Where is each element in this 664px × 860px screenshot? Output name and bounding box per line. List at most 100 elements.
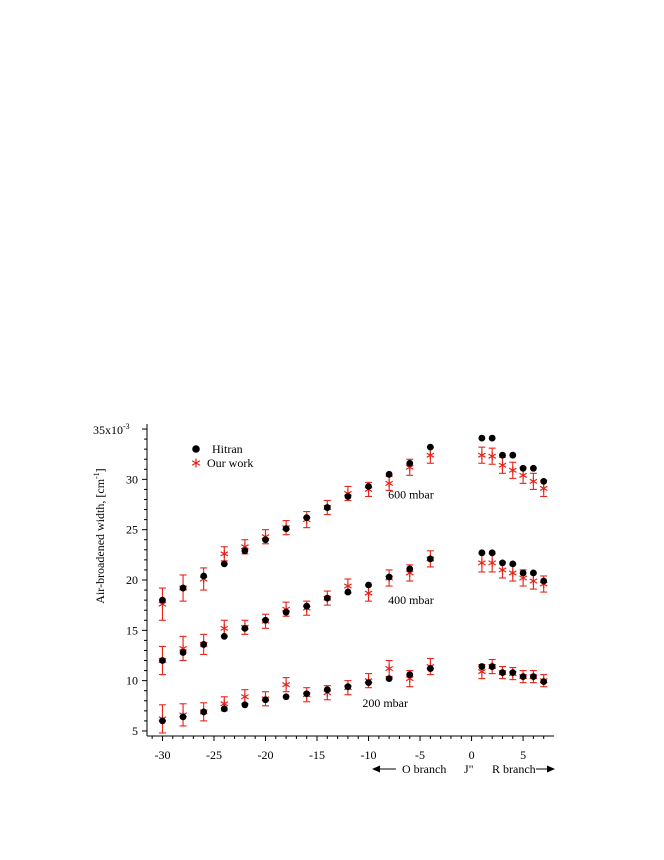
- hitran-point: [519, 464, 527, 472]
- hitran-point: [344, 683, 352, 691]
- hitran-point: [529, 464, 537, 472]
- x-tick-label: -15: [309, 748, 325, 762]
- hitran-point: [262, 536, 269, 544]
- o-branch-arrowhead: [372, 765, 380, 773]
- hitran-point: [159, 717, 166, 725]
- our-work-point: [477, 558, 486, 568]
- y-tick-label: 10: [126, 674, 138, 688]
- hitran-point: [241, 547, 249, 555]
- legend-our-work-marker: [191, 458, 201, 468]
- y-axis-label: Air-broadened width, [cm-1]: [92, 468, 107, 603]
- our-work-point: [529, 477, 538, 486]
- y-tick-label: 30: [126, 472, 138, 486]
- r-branch-label: R branch: [492, 762, 536, 776]
- hitran-point: [282, 693, 290, 701]
- x-tick-label: -10: [361, 748, 377, 762]
- hitran-point: [241, 701, 249, 709]
- hitran-point: [365, 483, 372, 490]
- our-work-point: [488, 452, 497, 461]
- branch-labels: O branch J" R branch: [372, 762, 555, 776]
- hitran-point: [365, 581, 372, 589]
- hitran-point: [303, 514, 311, 521]
- hitran-point: [499, 669, 506, 676]
- y-tick-label: 15: [126, 623, 138, 637]
- hitran-point: [323, 504, 331, 511]
- hitran-point: [488, 549, 496, 557]
- hitran-point: [241, 624, 249, 632]
- hitran-point: [406, 459, 414, 467]
- our-work-point: [529, 576, 538, 586]
- hitran-point: [303, 602, 311, 610]
- our-work-point: [385, 479, 394, 488]
- legend-our-work-star: [191, 458, 201, 468]
- hitran-point: [478, 549, 486, 557]
- our-work-point: [282, 680, 291, 689]
- hitran-point: [426, 665, 434, 672]
- hitran-point: [323, 686, 331, 694]
- r-branch-arrowhead: [547, 765, 555, 773]
- hitran-point: [200, 572, 208, 580]
- our-work-point: [498, 565, 507, 575]
- our-work-point: [426, 451, 435, 460]
- hitran-point: [200, 641, 208, 648]
- our-work-point: [477, 451, 486, 460]
- pressure-label: 400 mbar: [388, 593, 434, 607]
- hitran-point: [159, 596, 166, 604]
- legend: Hitran Our work: [191, 442, 253, 470]
- our-work-point: [220, 549, 229, 559]
- hitran-point: [529, 569, 537, 577]
- hitran-point: [200, 708, 208, 716]
- hitran-point: [540, 678, 548, 686]
- hitran-point: [488, 434, 496, 442]
- legend-our-work-label: Our work: [207, 456, 253, 470]
- hitran-point: [540, 477, 548, 485]
- hitran-point: [499, 559, 506, 567]
- our-work-point: [519, 471, 528, 480]
- x-tick-label: -5: [415, 748, 425, 762]
- y-tick-label: 5: [132, 724, 138, 738]
- hitran-point: [220, 705, 228, 713]
- our-work-point: [488, 558, 497, 568]
- hitran-point: [385, 573, 393, 581]
- hitran-point: [385, 470, 393, 478]
- hitran-point: [540, 577, 548, 585]
- pressure-label: 600 mbar: [388, 487, 434, 501]
- hitran-point: [426, 555, 434, 563]
- hitran-point: [406, 671, 414, 679]
- hitran-point: [406, 565, 414, 573]
- hitran-point: [519, 569, 527, 577]
- legend-hitran-marker: [192, 445, 200, 453]
- our-work-point: [364, 588, 373, 598]
- our-work-point: [240, 692, 249, 701]
- hitran-point: [282, 525, 290, 533]
- hitran-point: [220, 632, 228, 640]
- hitran-point: [323, 594, 331, 602]
- hitran-point: [478, 663, 486, 670]
- hitran-point: [179, 649, 187, 656]
- hitran-point: [344, 588, 352, 596]
- x-tick-label: -20: [257, 748, 273, 762]
- pressure-label: 200 mbar: [362, 696, 408, 710]
- hitran-point: [385, 675, 393, 683]
- hitran-point: [519, 673, 527, 681]
- y-tick-label: 25: [126, 523, 138, 537]
- pressure-annotations: 600 mbar 400 mbar 200 mbar: [362, 487, 433, 709]
- hitran-point: [159, 657, 166, 664]
- hitran-point: [220, 560, 228, 568]
- hitran-point: [509, 451, 517, 459]
- hitran-point: [478, 434, 486, 442]
- y-axis-ticks: 5 10 15 20 25 30: [126, 428, 147, 738]
- x-tick-label: -25: [206, 748, 222, 762]
- hitran-point: [303, 690, 311, 698]
- hitran-point: [499, 451, 506, 459]
- hitran-point: [179, 713, 187, 721]
- y-multiplier-label: 35x10-3: [93, 422, 130, 437]
- our-work-point: [498, 461, 507, 470]
- legend-hitran-label: Hitran: [212, 442, 243, 456]
- o-branch-label: O branch: [402, 762, 446, 776]
- hitran-point: [509, 669, 517, 676]
- our-work-series: [158, 446, 548, 734]
- our-work-point: [385, 664, 394, 673]
- x-tick-label: -30: [154, 748, 170, 762]
